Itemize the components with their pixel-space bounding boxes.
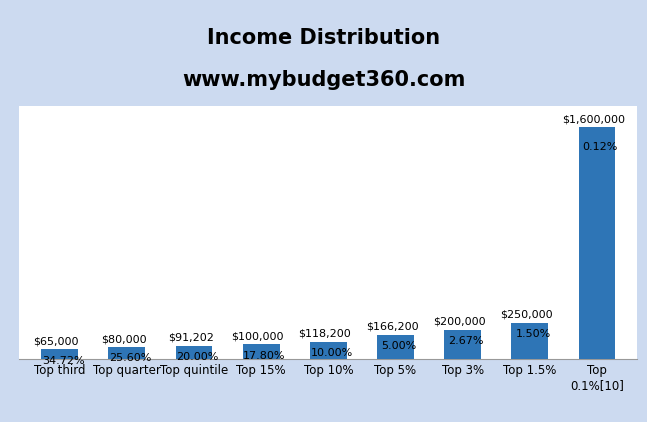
Text: 2.67%: 2.67%	[448, 336, 484, 346]
Bar	[377, 335, 414, 359]
Text: $200,000: $200,000	[433, 317, 486, 327]
Text: $118,200: $118,200	[299, 329, 351, 338]
Bar	[578, 127, 615, 359]
Text: 34.72%: 34.72%	[42, 356, 84, 365]
Text: 10.00%: 10.00%	[311, 348, 353, 358]
Text: 25.60%: 25.60%	[109, 354, 151, 363]
Bar	[41, 349, 78, 359]
Text: $65,000: $65,000	[34, 336, 79, 346]
Text: Income Distribution: Income Distribution	[207, 28, 440, 48]
Text: 1.50%: 1.50%	[516, 329, 551, 339]
Text: $250,000: $250,000	[500, 309, 553, 319]
Text: $1,600,000: $1,600,000	[562, 114, 625, 124]
Bar	[175, 346, 212, 359]
Bar	[243, 344, 280, 359]
Text: $100,000: $100,000	[232, 331, 284, 341]
Bar	[511, 322, 548, 359]
Text: 20.00%: 20.00%	[176, 352, 219, 362]
Text: 5.00%: 5.00%	[381, 341, 417, 351]
Text: $80,000: $80,000	[101, 334, 146, 344]
Text: www.mybudget360.com: www.mybudget360.com	[182, 70, 465, 90]
Text: $91,202: $91,202	[168, 333, 214, 343]
Text: 17.80%: 17.80%	[243, 351, 286, 360]
Text: 0.12%: 0.12%	[583, 142, 618, 152]
Bar	[310, 341, 347, 359]
Bar	[109, 347, 146, 359]
Text: $166,200: $166,200	[366, 322, 419, 332]
Bar	[444, 330, 481, 359]
